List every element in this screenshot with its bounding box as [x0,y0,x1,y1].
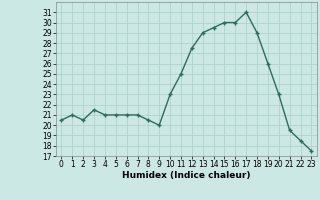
X-axis label: Humidex (Indice chaleur): Humidex (Indice chaleur) [122,171,251,180]
